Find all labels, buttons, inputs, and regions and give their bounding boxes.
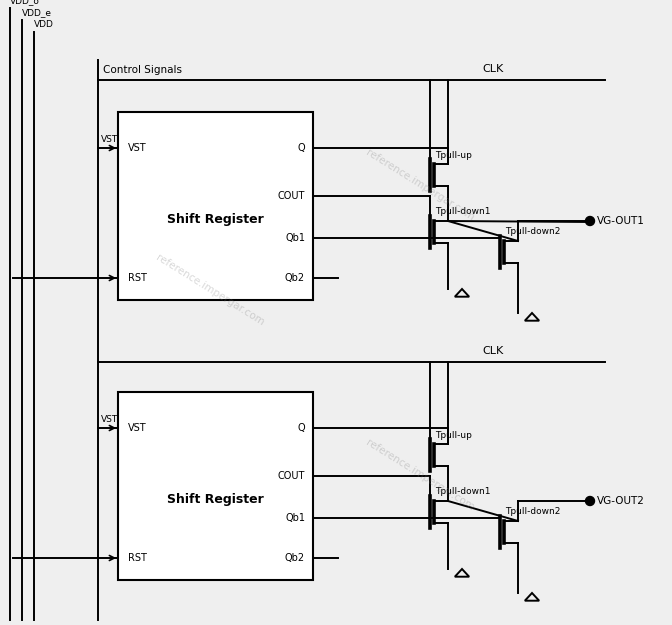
Text: VST: VST <box>128 143 146 153</box>
Text: Qb2: Qb2 <box>285 273 305 283</box>
Text: Qb2: Qb2 <box>285 553 305 563</box>
Text: Shift Register: Shift Register <box>167 214 264 226</box>
Bar <box>118 392 313 580</box>
Text: Tpull-down2: Tpull-down2 <box>505 228 560 236</box>
Text: Q: Q <box>298 143 305 153</box>
Text: reference.impergar.com: reference.impergar.com <box>154 253 266 328</box>
Text: Qb1: Qb1 <box>285 233 305 243</box>
Text: VDD_e: VDD_e <box>22 8 52 17</box>
Text: reference.impergar.com: reference.impergar.com <box>364 148 476 222</box>
Text: Control Signals: Control Signals <box>103 65 182 75</box>
Text: reference.impergar.com: reference.impergar.com <box>364 438 476 512</box>
Text: Qb1: Qb1 <box>285 513 305 523</box>
Text: VST: VST <box>101 134 118 144</box>
Text: RST: RST <box>128 273 147 283</box>
Text: Tpull-up: Tpull-up <box>435 151 472 159</box>
Text: VDD: VDD <box>34 20 54 29</box>
Text: COUT: COUT <box>278 191 305 201</box>
Text: CLK: CLK <box>482 64 503 74</box>
Text: Tpull-up: Tpull-up <box>435 431 472 439</box>
Circle shape <box>585 216 595 226</box>
Text: VST: VST <box>128 423 146 433</box>
Text: Tpull-down2: Tpull-down2 <box>505 508 560 516</box>
Circle shape <box>585 496 595 506</box>
Text: Tpull-down1: Tpull-down1 <box>435 208 491 216</box>
Text: Tpull-down1: Tpull-down1 <box>435 488 491 496</box>
Text: VG-OUT2: VG-OUT2 <box>597 496 645 506</box>
Bar <box>118 112 313 300</box>
Text: COUT: COUT <box>278 471 305 481</box>
Text: VDD_o: VDD_o <box>10 0 40 5</box>
Text: Q: Q <box>298 423 305 433</box>
Text: Shift Register: Shift Register <box>167 494 264 506</box>
Text: VG-OUT1: VG-OUT1 <box>597 216 645 226</box>
Text: RST: RST <box>128 553 147 563</box>
Text: CLK: CLK <box>482 346 503 356</box>
Text: VST: VST <box>101 414 118 424</box>
